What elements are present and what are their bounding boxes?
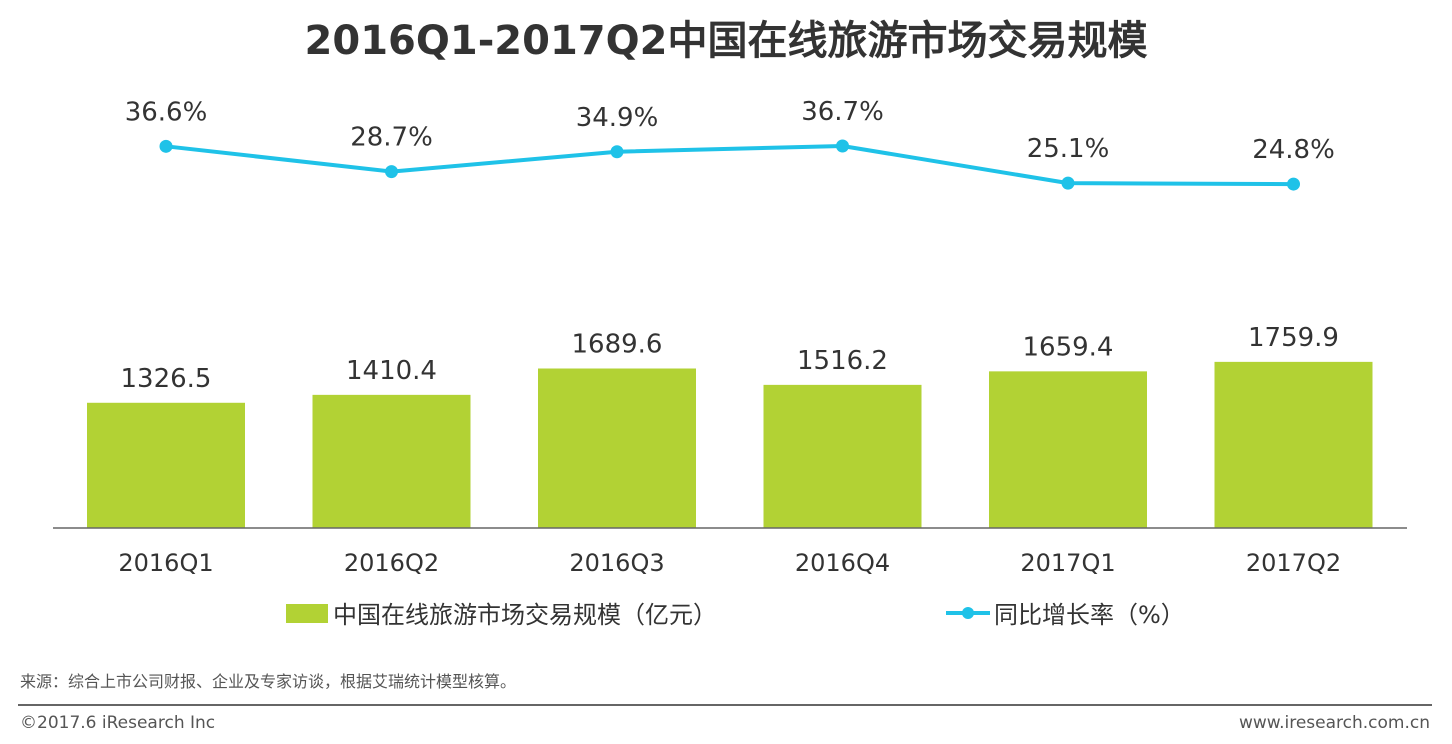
bar-2017Q2 (1214, 361, 1373, 528)
growth-point-2016Q2 (385, 165, 398, 179)
footer-divider (18, 704, 1432, 706)
legend-bar-swatch (286, 604, 328, 623)
growth-point-2016Q4 (836, 139, 849, 153)
bar-2016Q2 (312, 394, 471, 528)
growth-point-2017Q2 (1287, 177, 1300, 191)
bar-2017Q1 (989, 371, 1147, 528)
bar-value-label: 1326.5 (121, 364, 212, 394)
x-tick-label: 2016Q1 (118, 549, 213, 577)
footer-copyright: ©2017.6 iResearch Inc (20, 713, 216, 733)
bar-2016Q4 (763, 384, 922, 528)
bar-value-label: 1689.6 (572, 330, 663, 360)
line-layer: 36.6% 28.7% 34.9% 36.7% 25.1% 24.8% (125, 97, 1335, 191)
growth-value-label: 28.7% (350, 123, 433, 153)
growth-point-2016Q3 (610, 145, 624, 159)
footer-website: www.iresearch.com.cn (1238, 713, 1430, 733)
x-tick-label: 2016Q4 (795, 549, 890, 577)
x-tick-label: 2016Q2 (344, 549, 439, 577)
bar-2016Q1 (87, 402, 245, 528)
legend: 中国在线旅游市场交易规模（亿元） 同比增长率（%） (286, 601, 1185, 629)
x-tick-label: 2017Q2 (1246, 549, 1341, 577)
ticks-layer: 2016Q1 2016Q2 2016Q3 2016Q4 2017Q1 2017Q2 (118, 549, 1341, 577)
bar-value-label: 1659.4 (1023, 332, 1114, 362)
x-tick-label: 2017Q1 (1020, 549, 1115, 577)
bar-value-label: 1516.2 (797, 346, 888, 376)
growth-value-label: 34.9% (576, 103, 659, 133)
growth-value-label: 36.6% (125, 97, 208, 127)
bar-value-label: 1410.4 (346, 356, 437, 386)
legend-line-label: 同比增长率（%） (994, 601, 1185, 629)
bar-2016Q3 (538, 368, 696, 528)
growth-value-label: 25.1% (1027, 134, 1110, 164)
chart-title: 2016Q1-2017Q2中国在线旅游市场交易规模 (304, 18, 1148, 64)
growth-rate-line (165, 144, 1294, 187)
chart-area: 1326.5 1410.4 1689.6 1516.2 1659.4 1759.9 36.… (53, 97, 1407, 629)
growth-value-label: 36.7% (801, 97, 884, 127)
growth-point-2016Q1 (159, 139, 173, 153)
bars-layer: 1326.5 1410.4 1689.6 1516.2 1659.4 1759.9 (87, 323, 1373, 528)
growth-value-label: 24.8% (1252, 135, 1335, 165)
bar-value-label: 1759.9 (1248, 323, 1339, 353)
footer-source: 来源：综合上市公司财报、企业及专家访谈，根据艾瑞统计模型核算。 (20, 672, 517, 691)
x-tick-label: 2016Q3 (569, 549, 664, 577)
legend-bar-label: 中国在线旅游市场交易规模（亿元） (333, 601, 717, 629)
legend-line-marker (962, 607, 974, 619)
growth-point-2017Q1 (1061, 176, 1075, 190)
